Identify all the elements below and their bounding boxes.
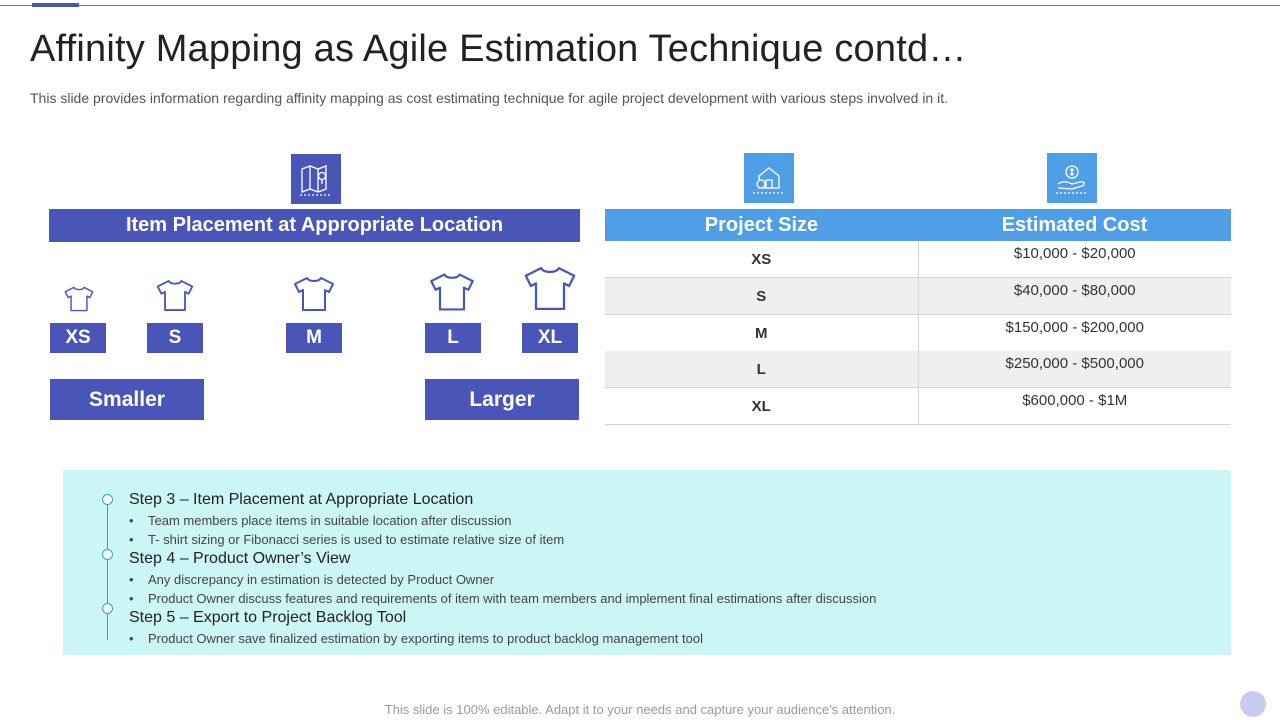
timeline-line [107, 496, 108, 640]
steps-panel: Step 3 – Item Placement at Appropriate L… [63, 470, 1231, 655]
column-header-project-size: Project Size [704, 213, 819, 236]
step-5-bullet: • Product Owner save finalized estimation… [129, 631, 703, 646]
bullet-dot: • [129, 572, 134, 587]
map-pin-icon [291, 154, 341, 204]
corner-circle [1240, 691, 1266, 717]
timeline-dot [102, 603, 113, 614]
table-row: XL $600,000 - $1M [605, 388, 1231, 425]
cell-cost: $150,000 - $200,000 [1005, 319, 1144, 336]
item-placement-header: Item Placement at Appropriate Location [49, 209, 580, 242]
size-m: M [286, 323, 342, 353]
cell-cost: $600,000 - $1M [1022, 392, 1128, 409]
step-3-bullet: • T- shirt sizing or Fibonacci series is … [129, 532, 564, 547]
money-hand-icon [1047, 153, 1097, 203]
step-4-bullet: • Any discrepancy in estimation is detect… [129, 572, 494, 587]
top-accent-bar [32, 3, 79, 7]
timeline-dot [102, 494, 113, 505]
t-shirt-icon [294, 277, 334, 311]
top-divider [0, 5, 1280, 6]
t-shirt-icon [64, 286, 94, 312]
t-shirt-icon [524, 266, 576, 311]
table-row: L $250,000 - $500,000 [605, 351, 1231, 388]
step-4-title: Step 4 – Product Owner’s View [129, 550, 351, 567]
slide-title: Affinity Mapping as Agile Estimation Tec… [30, 28, 967, 70]
bullet-text: Any discrepancy in estimation is detecte… [148, 572, 495, 587]
smaller-label: Smaller [50, 379, 204, 420]
size-xs: XS [50, 323, 106, 353]
column-header-estimated-cost: Estimated Cost [1001, 213, 1148, 236]
table-row: M $150,000 - $200,000 [605, 315, 1231, 352]
step-5-title: Step 5 – Export to Project Backlog Tool [129, 609, 407, 626]
cell-size: M [605, 315, 919, 351]
bullet-text: Product Owner save finalized estimation … [148, 631, 703, 646]
step-3-title: Step 3 – Item Placement at Appropriate L… [129, 491, 474, 508]
bullet-text: Product Owner discuss features and requi… [148, 591, 877, 606]
step-4-bullet: • Product Owner discuss features and requ… [129, 591, 876, 606]
bullet-dot: • [129, 631, 134, 646]
cell-size: S [605, 278, 919, 314]
t-shirt-icon [156, 280, 194, 311]
bullet-dot: • [129, 591, 134, 606]
bullet-dot: • [129, 532, 134, 547]
step-3-bullet: • Team members place items in suitable lo… [129, 513, 511, 528]
bullet-text: Team members place items in suitable loc… [148, 513, 512, 528]
bullet-dot: • [129, 513, 134, 528]
cell-cost: $10,000 - $20,000 [1013, 245, 1136, 262]
slide-subtitle: This slide provides information regardin… [30, 90, 948, 106]
house-icon [744, 153, 794, 203]
table-row: XS $10,000 - $20,000 [605, 241, 1231, 278]
cost-table-header: Project Size Estimated Cost [605, 209, 1231, 241]
size-xl: XL [522, 323, 578, 353]
larger-label: Larger [425, 379, 579, 420]
cell-size: XS [605, 241, 919, 277]
cell-size: XL [605, 388, 919, 424]
bullet-text: T- shirt sizing or Fibonacci series is u… [148, 532, 565, 547]
footer-note: This slide is 100% editable. Adapt it to… [384, 702, 896, 717]
t-shirt-icon [430, 273, 474, 311]
cell-cost: $250,000 - $500,000 [1005, 355, 1144, 372]
cell-cost: $40,000 - $80,000 [1013, 282, 1136, 299]
timeline-dot [102, 549, 113, 560]
table-row: S $40,000 - $80,000 [605, 278, 1231, 315]
cell-size: L [605, 351, 919, 387]
size-s: S [147, 323, 203, 353]
size-l: L [425, 323, 481, 353]
